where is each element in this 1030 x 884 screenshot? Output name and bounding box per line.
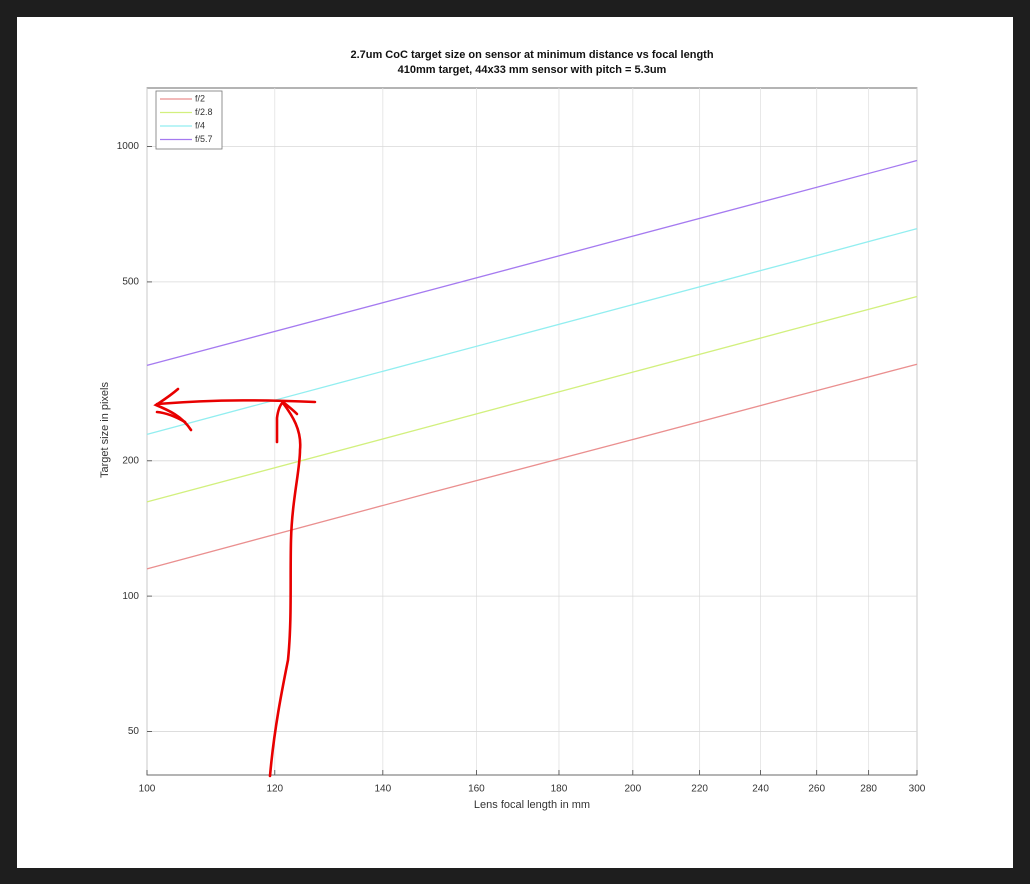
x-tick-label: 200	[624, 784, 641, 795]
hand-annotation	[153, 387, 317, 778]
x-tick-label: 140	[374, 784, 391, 795]
plot-layer: 100 120 140 160 180 200 220 240 260 280 300 50 100 20…	[117, 88, 926, 795]
x-tick-label: 240	[752, 784, 769, 795]
hand-stroke	[155, 410, 187, 424]
x-tick-label: 180	[551, 784, 568, 795]
y-tick-label: 500	[122, 277, 139, 288]
legend-label: f/4	[195, 120, 205, 130]
x-tick-label: 280	[860, 784, 877, 795]
legend-label: f/5.7	[195, 134, 213, 144]
chart-title: 2.7um CoC target size on sensor at minim…	[350, 49, 713, 61]
x-tick-label: 260	[808, 784, 825, 795]
y-tick-label: 100	[122, 591, 139, 602]
y-tick-label: 1000	[117, 141, 140, 152]
series-line	[146, 363, 918, 570]
x-tick-label: 220	[691, 784, 708, 795]
hand-arrow-up	[268, 401, 302, 778]
legend-label: f/2	[195, 93, 205, 103]
plot-area	[146, 87, 918, 776]
x-axis-label: Lens focal length in mm	[474, 799, 590, 811]
legend-label: f/2.8	[195, 107, 213, 117]
series-line	[146, 159, 918, 367]
chart-subtitle: 410mm target, 44x33 mm sensor with pitch…	[398, 64, 667, 76]
series-line	[146, 295, 918, 503]
y-tick-label: 200	[122, 455, 139, 466]
x-tick-label: 300	[909, 784, 926, 795]
x-tick-label: 100	[139, 784, 156, 795]
y-axis-label: Target size in pixels	[99, 382, 111, 478]
x-tick-label: 160	[468, 784, 485, 795]
y-tick-label: 50	[128, 726, 140, 737]
hand-arrow-left	[155, 399, 317, 406]
x-tick-label: 120	[266, 784, 283, 795]
series-line	[146, 227, 918, 435]
